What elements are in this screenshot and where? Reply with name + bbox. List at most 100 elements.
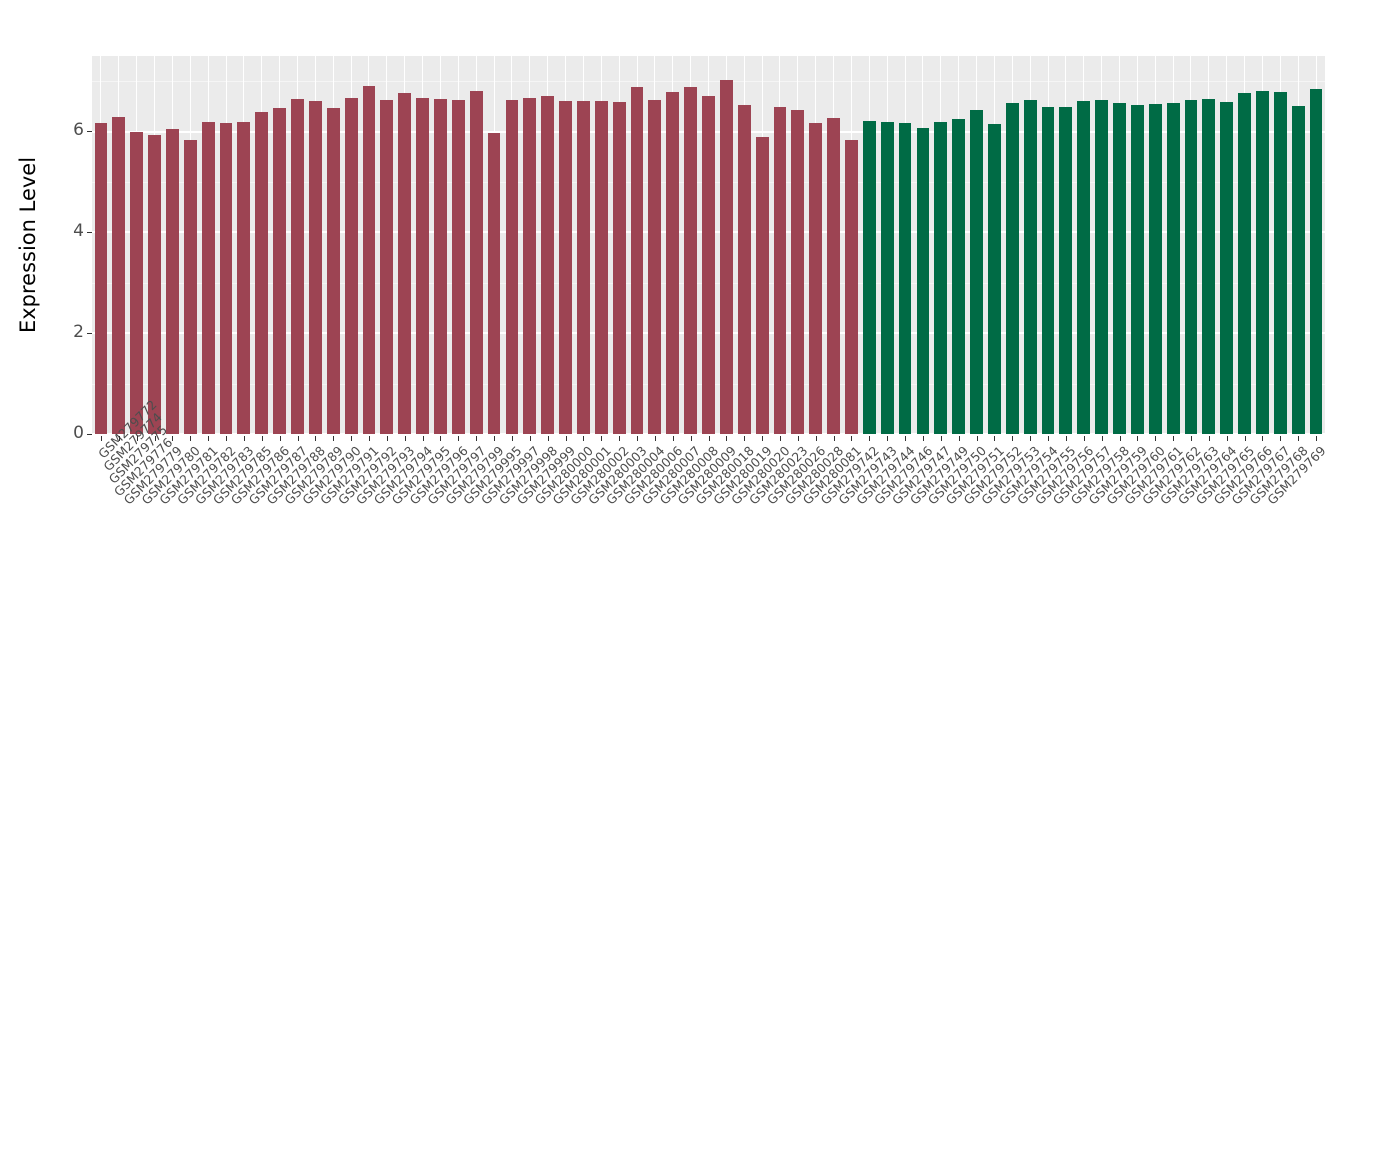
- bar[interactable]: [219, 122, 233, 434]
- bar[interactable]: [451, 100, 465, 434]
- bar[interactable]: [380, 100, 394, 434]
- x-axis-tick-mark: [994, 436, 996, 441]
- bar[interactable]: [183, 139, 197, 434]
- bar[interactable]: [237, 121, 251, 434]
- y-axis-title-text: Expression Level: [16, 156, 41, 334]
- bar[interactable]: [594, 100, 608, 434]
- y-axis-tick-mark: [87, 131, 92, 133]
- x-axis-tick-mark: [1048, 436, 1050, 441]
- x-axis-tick-mark: [1065, 436, 1067, 441]
- x-axis-tick-mark: [1208, 436, 1210, 441]
- x-axis-tick-mark: [368, 436, 370, 441]
- bar[interactable]: [487, 132, 501, 434]
- x-axis-tick-mark: [726, 436, 728, 441]
- bar[interactable]: [1059, 107, 1073, 434]
- x-axis-tick-mark: [1155, 436, 1157, 441]
- bar[interactable]: [1291, 106, 1305, 434]
- y-axis-tick-label: 4: [73, 220, 84, 241]
- bar[interactable]: [987, 124, 1001, 434]
- bar[interactable]: [648, 100, 662, 434]
- x-axis-tick-mark: [744, 436, 746, 441]
- bar[interactable]: [1256, 90, 1269, 434]
- bar[interactable]: [130, 131, 144, 434]
- bar[interactable]: [755, 136, 769, 434]
- bar[interactable]: [630, 86, 644, 434]
- x-axis-tick-mark: [1119, 436, 1121, 441]
- x-axis-tick-mark: [654, 436, 656, 441]
- bar[interactable]: [344, 97, 358, 434]
- bar[interactable]: [1238, 93, 1251, 434]
- bar[interactable]: [1041, 106, 1055, 434]
- y-axis-tick-mark: [87, 231, 92, 233]
- x-axis-tick-mark: [226, 436, 228, 441]
- bar[interactable]: [684, 87, 698, 434]
- bar[interactable]: [1273, 92, 1287, 434]
- x-axis-tick-mark: [1244, 436, 1246, 441]
- bar[interactable]: [612, 102, 626, 434]
- bar[interactable]: [523, 98, 537, 434]
- bar[interactable]: [416, 97, 429, 434]
- x-axis-tick-mark: [797, 436, 799, 441]
- bar[interactable]: [112, 116, 126, 434]
- bar[interactable]: [719, 80, 733, 434]
- bar[interactable]: [1023, 100, 1037, 434]
- bar[interactable]: [773, 107, 787, 434]
- x-axis-tick-mark: [190, 436, 192, 441]
- bar[interactable]: [541, 95, 555, 434]
- bar[interactable]: [469, 90, 483, 434]
- bar[interactable]: [398, 93, 412, 434]
- bar[interactable]: [326, 107, 340, 434]
- bar[interactable]: [165, 128, 179, 434]
- bar[interactable]: [362, 85, 376, 434]
- bar[interactable]: [1148, 103, 1162, 434]
- bar[interactable]: [898, 122, 912, 434]
- bar[interactable]: [559, 101, 572, 434]
- bar[interactable]: [791, 109, 805, 434]
- bar[interactable]: [1166, 102, 1180, 434]
- bar[interactable]: [1095, 99, 1109, 434]
- bar[interactable]: [827, 117, 840, 434]
- bar[interactable]: [1309, 88, 1323, 434]
- bar[interactable]: [666, 91, 680, 434]
- bar[interactable]: [1005, 102, 1019, 434]
- bar[interactable]: [201, 122, 215, 434]
- bar[interactable]: [1113, 103, 1126, 434]
- bar[interactable]: [576, 101, 590, 434]
- bar[interactable]: [1077, 100, 1091, 434]
- bar[interactable]: [148, 134, 161, 434]
- x-axis-tick-mark: [1012, 436, 1014, 441]
- x-axis-tick-mark: [940, 436, 942, 441]
- x-axis-tick-mark: [297, 436, 299, 441]
- bar[interactable]: [94, 123, 108, 434]
- y-axis-title: Expression Level: [0, 0, 56, 490]
- x-axis-tick-mark: [905, 436, 907, 441]
- bar-chart: Expression Level 0 2 4 6 GSM279772GSM279774…: [0, 0, 1329, 508]
- bar[interactable]: [273, 107, 287, 434]
- x-axis-tick-mark: [1262, 436, 1264, 441]
- bar[interactable]: [916, 128, 930, 434]
- bar[interactable]: [1130, 105, 1144, 434]
- bar[interactable]: [702, 95, 715, 434]
- bar[interactable]: [1184, 99, 1198, 434]
- bar[interactable]: [1202, 98, 1216, 434]
- x-axis-tick-mark: [976, 436, 978, 441]
- bar[interactable]: [880, 122, 894, 434]
- bar[interactable]: [970, 110, 983, 434]
- bar[interactable]: [308, 101, 322, 434]
- bar[interactable]: [845, 140, 858, 434]
- bar[interactable]: [934, 122, 948, 434]
- x-axis-tick-mark: [833, 436, 835, 441]
- x-axis-tick-mark: [243, 436, 245, 441]
- y-axis-tick-mark: [87, 332, 92, 334]
- bar[interactable]: [862, 121, 876, 434]
- bar[interactable]: [434, 99, 447, 434]
- plot-panel: [92, 56, 1325, 434]
- bar[interactable]: [737, 104, 751, 434]
- bar[interactable]: [1220, 102, 1234, 434]
- bar[interactable]: [952, 118, 966, 434]
- bar[interactable]: [505, 99, 519, 434]
- bar[interactable]: [255, 112, 269, 434]
- bar[interactable]: [809, 122, 823, 434]
- x-axis-tick-mark: [404, 436, 406, 441]
- bar[interactable]: [291, 99, 304, 434]
